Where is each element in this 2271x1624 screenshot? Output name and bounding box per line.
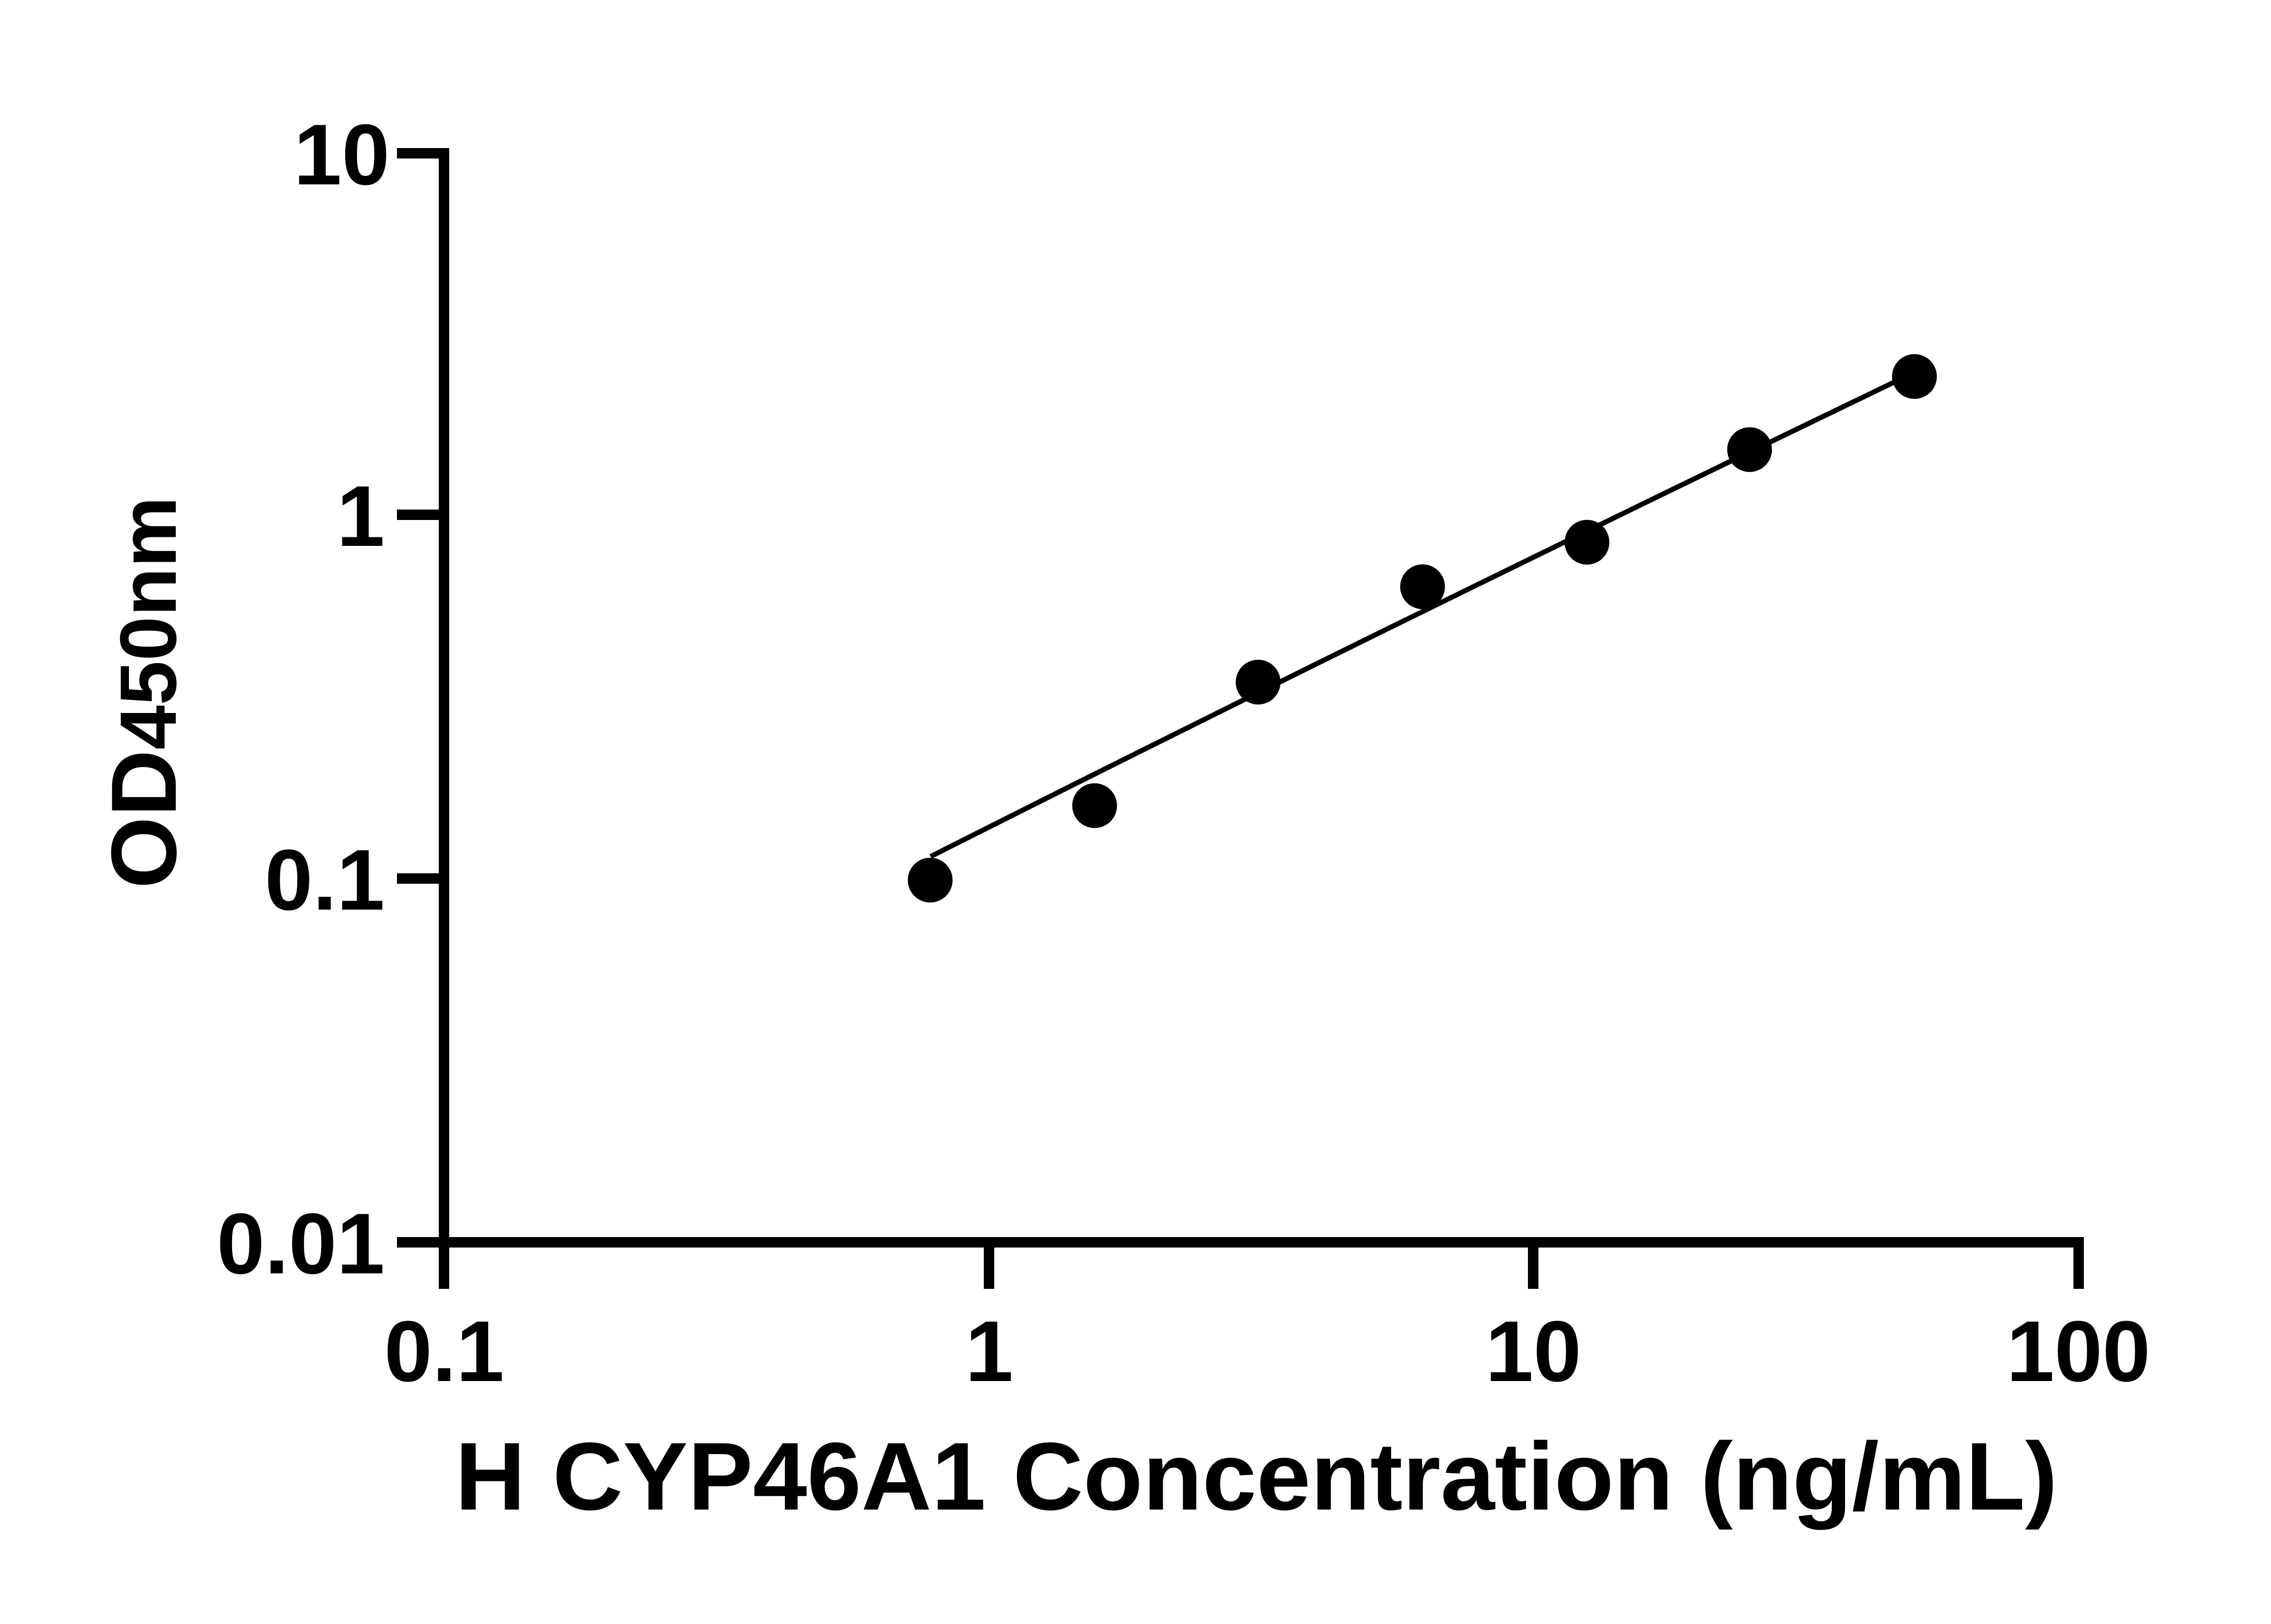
svg-text:1: 1: [965, 1303, 1013, 1400]
svg-text:OD450nm: OD450nm: [92, 496, 196, 889]
svg-text:10: 10: [1485, 1303, 1581, 1400]
svg-text:0.01: 0.01: [217, 1196, 385, 1292]
svg-text:0.1: 0.1: [265, 832, 385, 928]
svg-text:0.1: 0.1: [384, 1303, 504, 1400]
svg-text:100: 100: [2006, 1303, 2150, 1400]
svg-text:H CYP46A1 Concentration (ng/mL: H CYP46A1 Concentration (ng/mL): [455, 1422, 2058, 1530]
svg-text:1: 1: [337, 468, 385, 564]
svg-text:10: 10: [294, 107, 390, 203]
